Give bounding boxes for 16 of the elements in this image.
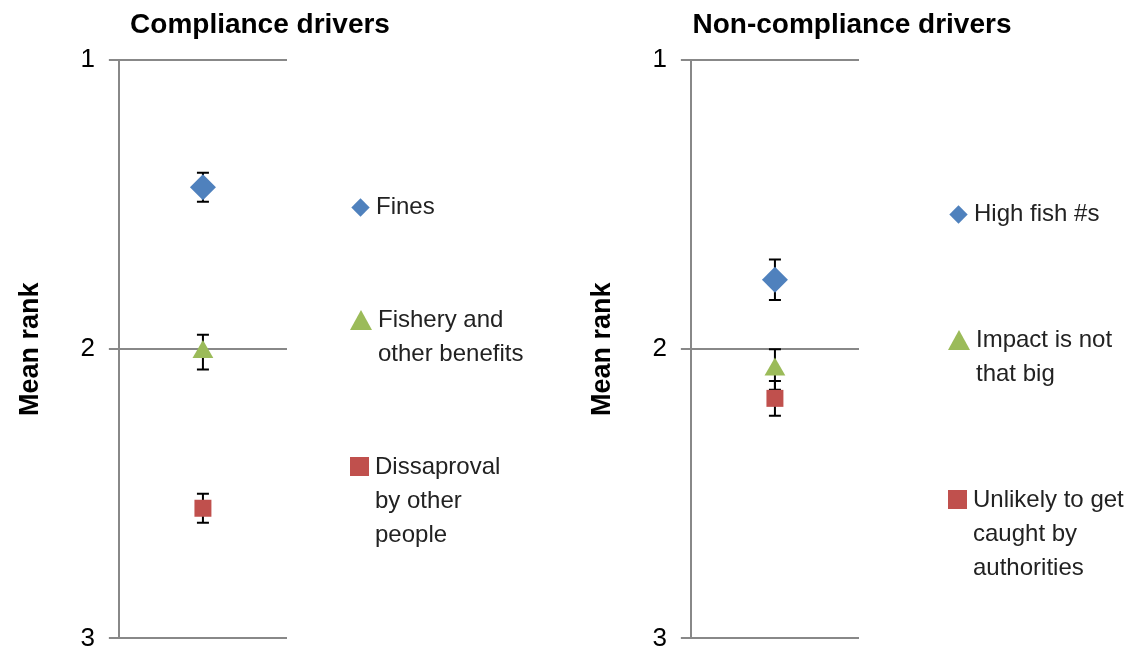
y-axis-title: Mean rank: [13, 281, 44, 416]
legend-label: Fishery and other benefits: [378, 304, 525, 368]
legend-label: Fines: [376, 191, 435, 222]
y-tick-label: 3: [80, 621, 95, 652]
chart-title: Compliance drivers: [129, 8, 391, 40]
legend-label: High fish #s: [974, 198, 1100, 228]
y-tick-label: 3: [652, 621, 667, 652]
legend-label: Impact is not that big: [976, 324, 1114, 388]
chart-title: Non-compliance drivers: [691, 8, 1013, 40]
y-tick-label: 2: [80, 332, 95, 363]
y-tick-label: 2: [652, 332, 667, 363]
legend-label: Unlikely to get caught by authorities: [973, 484, 1125, 582]
y-tick-label: 1: [652, 43, 667, 74]
y-axis-title: Mean rank: [585, 281, 616, 416]
legend-label: Dissaproval by other people: [375, 450, 502, 549]
y-tick-label: 1: [80, 43, 95, 74]
